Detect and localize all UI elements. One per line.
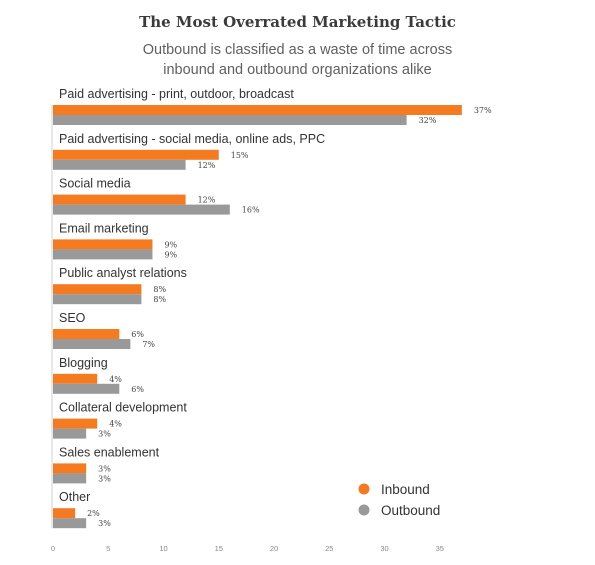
x-tick-label: 15 (215, 544, 223, 553)
bar-inbound (53, 508, 76, 519)
data-label: 12% (198, 196, 216, 205)
data-label: 4% (109, 375, 122, 384)
x-tick-label: 25 (325, 544, 333, 553)
bar-outbound (53, 473, 87, 484)
category-label: Paid advertising - print, outdoor, broad… (59, 87, 294, 101)
data-label: 15% (231, 151, 249, 160)
category-label: Paid advertising - social media, online … (59, 132, 325, 146)
bar-inbound (53, 239, 153, 250)
legend-marker-inbound (358, 483, 370, 495)
bar-outbound (53, 204, 230, 215)
x-tick-label: 20 (270, 544, 278, 553)
x-tick-label: 10 (159, 544, 167, 553)
bar-inbound (53, 284, 142, 295)
category-label: Collateral development (59, 401, 187, 415)
bar-inbound (53, 149, 219, 160)
data-label: 6% (131, 330, 144, 339)
legend-marker-outbound (358, 504, 370, 516)
category-label: Email marketing (59, 221, 149, 235)
data-label: 7% (142, 340, 155, 349)
data-label: 37% (474, 106, 492, 115)
bar-outbound (53, 249, 153, 260)
data-label: 9% (164, 250, 177, 259)
category-label: Sales enablement (59, 445, 160, 459)
category-label: Other (59, 490, 90, 504)
bar-inbound (53, 105, 462, 115)
data-label: 4% (109, 420, 122, 429)
category-label: SEO (59, 311, 86, 325)
data-label: 2% (87, 509, 100, 518)
x-tick-label: 5 (106, 544, 110, 553)
category-label: Blogging (59, 356, 108, 370)
bar-outbound (53, 518, 87, 529)
bar-inbound (53, 373, 98, 384)
data-label: 9% (164, 240, 177, 249)
legend-label: Inbound (381, 482, 430, 497)
chart-title: The Most Overrated Marketing Tactic (139, 13, 456, 31)
x-tick-label: 30 (380, 544, 388, 553)
legend-label: Outbound (381, 503, 440, 518)
bar-outbound (53, 159, 186, 170)
data-label: 3% (98, 430, 111, 439)
data-label: 32% (419, 116, 437, 125)
chart-subtitle: Outbound is classified as a waste of tim… (142, 42, 453, 78)
category-label: Public analyst relations (59, 266, 187, 280)
data-label: 12% (198, 161, 216, 170)
x-tick-label: 0 (51, 544, 55, 553)
data-label: 3% (98, 464, 111, 473)
bar-outbound (53, 294, 142, 305)
data-label: 16% (242, 206, 260, 215)
data-label: 6% (131, 385, 144, 394)
bar-inbound (53, 194, 186, 205)
category-label: Social media (59, 177, 131, 191)
bar-outbound (53, 115, 407, 125)
bar-inbound (53, 463, 87, 474)
x-tick-label: 35 (436, 544, 444, 553)
data-label: 8% (153, 285, 166, 294)
bar-inbound (53, 418, 98, 429)
bar-outbound (53, 383, 120, 394)
data-label: 3% (98, 474, 111, 483)
bar-outbound (53, 428, 87, 439)
bar-outbound (53, 339, 131, 349)
data-label: 8% (153, 295, 166, 304)
bar-inbound (53, 329, 120, 339)
data-label: 3% (98, 519, 111, 528)
